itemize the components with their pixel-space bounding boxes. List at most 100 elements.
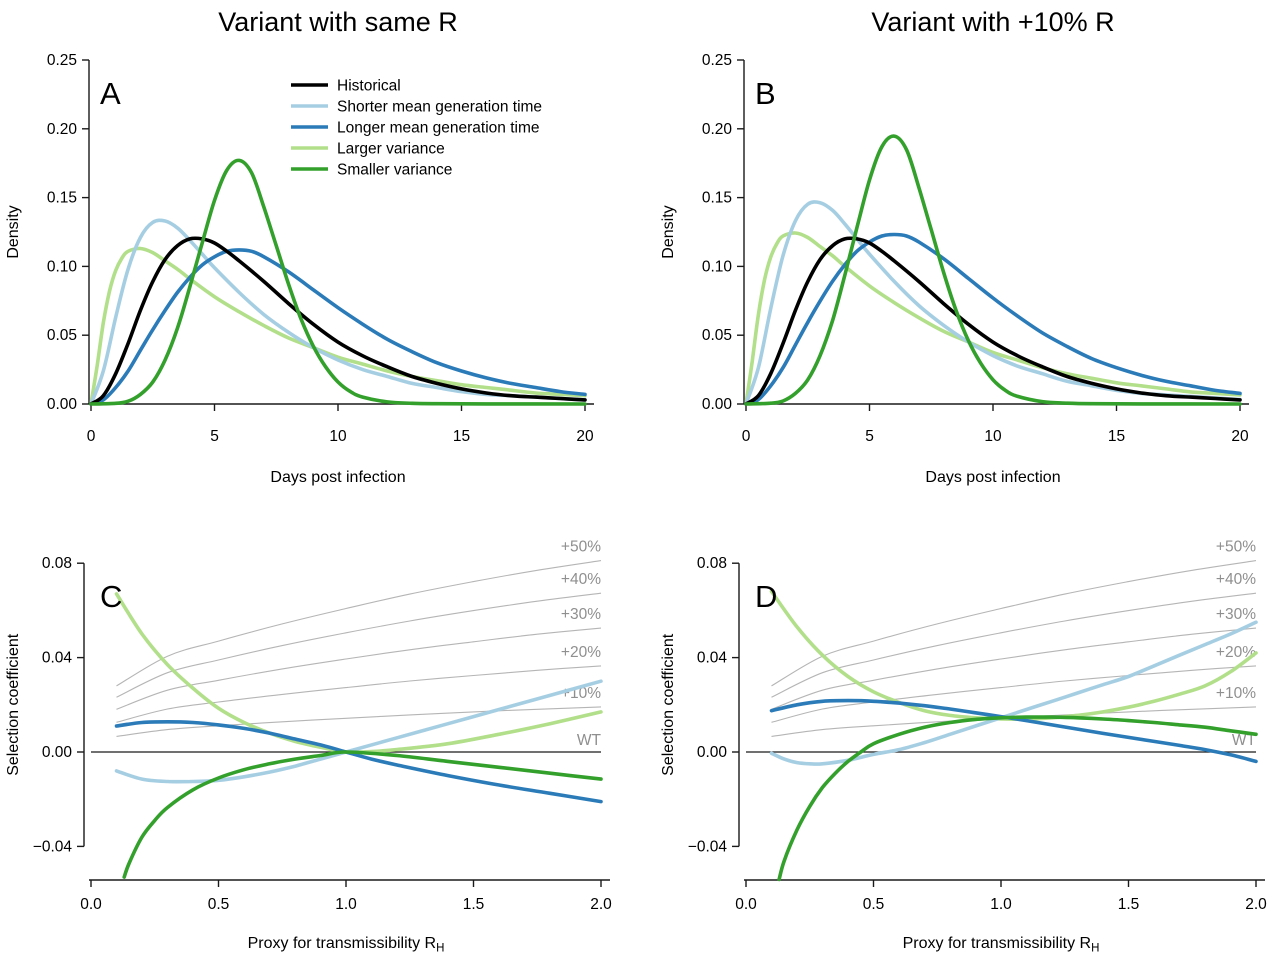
- x-tick-label: 2.0: [1245, 896, 1267, 913]
- y-tick-label: −0.04: [33, 838, 73, 855]
- y-tick-label: 0.15: [702, 190, 732, 207]
- x-tick-label: 15: [453, 428, 470, 445]
- ref-curve-+50%: [116, 560, 602, 687]
- y-tick-label: 0.05: [702, 327, 732, 344]
- panel-b: Variant with +10% R 0.00 0.05 0.10 0.15 0.20 0…: [660, 7, 1249, 486]
- ref-curve-+20%: [116, 665, 602, 723]
- x-axis-title: Days post infection: [925, 469, 1060, 486]
- curve-smaller-variance: [744, 134, 1242, 406]
- curve-longer-mean-generation-time: [89, 248, 587, 406]
- ref-label-+30%: +30%: [1216, 606, 1256, 623]
- panel-letter: A: [100, 76, 121, 111]
- x-tick-label: 10: [329, 428, 347, 445]
- curve-smaller-variance: [777, 715, 1258, 882]
- legend-label: Shorter mean generation time: [337, 99, 542, 116]
- y-tick-label: 0.00: [697, 744, 728, 761]
- curve-historical: [744, 236, 1242, 406]
- y-tick-label: 0.08: [42, 555, 72, 572]
- x-tick-label: 0: [742, 428, 751, 445]
- x-tick-label: 1.0: [335, 896, 357, 913]
- curve-shorter-mean-generation-time: [114, 679, 603, 784]
- panel-letter: C: [100, 579, 122, 614]
- x-tick-label: 20: [1231, 428, 1249, 445]
- y-tick-label: 0.08: [697, 555, 727, 572]
- ref-label-+40%: +40%: [1216, 571, 1256, 588]
- y-tick-label: 0.20: [47, 121, 78, 138]
- curve-longer-mean-generation-time: [744, 232, 1242, 406]
- y-tick-label: 0.00: [42, 744, 73, 761]
- curve-longer-mean-generation-time: [114, 720, 603, 804]
- legend-label: Smaller variance: [337, 162, 452, 179]
- y-tick-label: −0.04: [688, 838, 728, 855]
- panel-title: Variant with +10% R: [871, 7, 1114, 37]
- y-tick-label: 0.25: [47, 52, 77, 69]
- y-tick-label: 0.25: [702, 52, 732, 69]
- curve-shorter-mean-generation-time: [769, 620, 1258, 766]
- wt-label: WT: [1232, 732, 1257, 749]
- y-tick-label: 0.10: [702, 258, 733, 275]
- ref-label-+50%: +50%: [1216, 539, 1256, 556]
- curve-smaller-variance: [122, 750, 603, 879]
- y-axis-title: Density: [5, 205, 22, 258]
- wt-label: WT: [577, 732, 602, 749]
- ref-label-+10%: +10%: [1216, 685, 1256, 702]
- panel-c: −0.04 0.00 0.04 0.08 0.0 0.5 1.0 1.5 2.0 Proxy fo…: [5, 539, 612, 955]
- panel-title: Variant with same R: [218, 7, 458, 37]
- x-axis-title: Proxy for transmissibility RH: [248, 935, 445, 955]
- x-tick-label: 1.5: [1118, 896, 1140, 913]
- ref-label-+30%: +30%: [561, 606, 601, 623]
- x-tick-label: 0: [87, 428, 96, 445]
- y-tick-label: 0.05: [47, 327, 77, 344]
- x-tick-label: 10: [984, 428, 1002, 445]
- legend-label: Larger variance: [337, 141, 445, 158]
- x-tick-label: 1.5: [463, 896, 485, 913]
- legend-label: Longer mean generation time: [337, 120, 540, 137]
- panel-letter: B: [755, 76, 776, 111]
- y-axis-title: Selection coefficient: [660, 633, 677, 776]
- ref-curve-+30%: [116, 627, 602, 710]
- x-tick-label: 5: [865, 428, 874, 445]
- curve-larger-variance: [744, 231, 1242, 406]
- y-tick-label: 0.10: [47, 258, 78, 275]
- ref-label-+20%: +20%: [1216, 644, 1256, 661]
- curve-historical: [89, 236, 587, 406]
- y-tick-label: 0.04: [42, 650, 73, 667]
- ref-curve-+20%: [771, 665, 1257, 723]
- x-axis-title: Proxy for transmissibility RH: [903, 935, 1100, 955]
- legend-label: Historical: [337, 78, 401, 95]
- y-tick-label: 0.15: [47, 190, 77, 207]
- y-axis-title: Selection coefficient: [5, 633, 22, 776]
- x-tick-label: 1.0: [990, 896, 1012, 913]
- ref-label-+20%: +20%: [561, 644, 601, 661]
- y-axis-title: Density: [660, 205, 677, 258]
- panel-a: Variant with same R 0.00 0.05 0.10 0.15 0.20 0…: [5, 7, 594, 486]
- x-tick-label: 0.0: [80, 896, 102, 913]
- legend: Historical Shorter mean generation time Lo…: [291, 78, 542, 179]
- ref-curve-+30%: [771, 627, 1257, 710]
- curve-larger-variance: [114, 592, 603, 755]
- x-tick-label: 15: [1108, 428, 1125, 445]
- ref-curve-+10%: [116, 706, 602, 737]
- ref-label-+50%: +50%: [561, 539, 601, 556]
- y-tick-label: 0.00: [47, 396, 78, 413]
- panel-d: −0.04 0.00 0.04 0.08 0.0 0.5 1.0 1.5 2.0 Proxy fo…: [660, 539, 1267, 955]
- x-tick-label: 20: [576, 428, 594, 445]
- ref-curve-+50%: [771, 560, 1257, 687]
- ref-curve-+40%: [116, 592, 602, 698]
- curve-smaller-variance: [89, 158, 587, 406]
- ref-curve-+10%: [771, 706, 1257, 737]
- x-tick-label: 0.0: [735, 896, 757, 913]
- ref-label-+40%: +40%: [561, 571, 601, 588]
- x-tick-label: 2.0: [590, 896, 612, 913]
- x-tick-label: 5: [210, 428, 219, 445]
- y-tick-label: 0.20: [702, 121, 733, 138]
- x-tick-label: 0.5: [208, 896, 230, 913]
- y-tick-label: 0.04: [697, 650, 728, 667]
- curve-larger-variance: [89, 246, 587, 406]
- ref-curve-+40%: [771, 592, 1257, 698]
- y-tick-label: 0.00: [702, 396, 733, 413]
- panel-letter: D: [755, 579, 777, 614]
- x-tick-label: 0.5: [863, 896, 885, 913]
